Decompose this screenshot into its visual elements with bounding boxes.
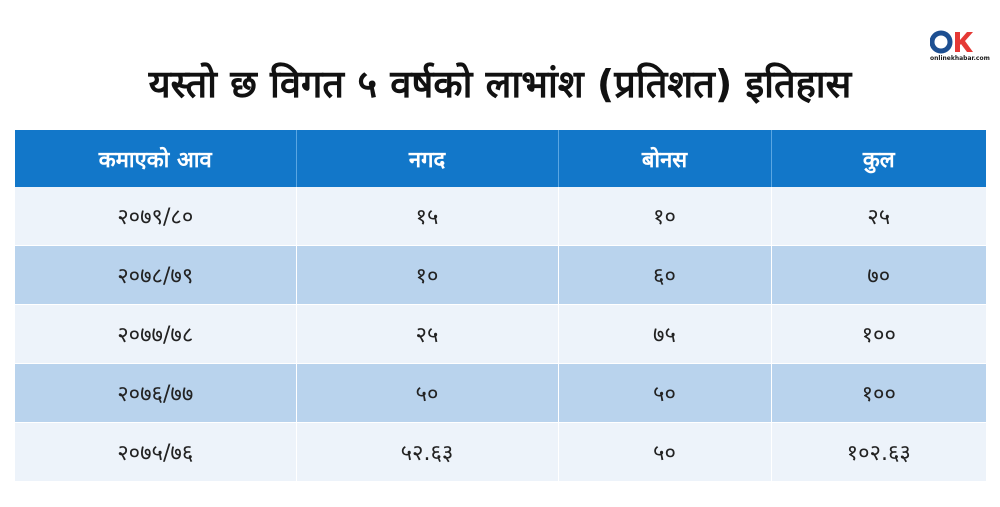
onlinekhabar-logo: onlinekhabar.com bbox=[930, 30, 990, 62]
cell-total: १०० bbox=[771, 363, 986, 423]
cell-cash: ५० bbox=[296, 363, 559, 423]
cell-fiscal-year: २०७७/७८ bbox=[15, 304, 297, 364]
header-cash: नगद bbox=[296, 130, 559, 187]
ok-logo-mark bbox=[930, 30, 973, 54]
table-row: २०७९/८० १५ १० २५ bbox=[15, 187, 986, 246]
dividend-history-table: कमाएको आव नगद बोनस कुल २०७९/८० १५ १० २५ … bbox=[15, 130, 986, 482]
table-header-row: कमाएको आव नगद बोनस कुल bbox=[15, 130, 986, 187]
cell-bonus: १० bbox=[558, 187, 772, 246]
table-row: २०७७/७८ २५ ७५ १०० bbox=[15, 304, 986, 364]
cell-cash: ५२.६३ bbox=[296, 422, 559, 482]
table-row: २०७६/७७ ५० ५० १०० bbox=[15, 363, 986, 423]
cell-cash: १० bbox=[296, 245, 559, 305]
cell-total: २५ bbox=[771, 187, 986, 246]
cell-fiscal-year: २०७६/७७ bbox=[15, 363, 297, 423]
cell-fiscal-year: २०७५/७६ bbox=[15, 422, 297, 482]
table-row: २०७८/७९ १० ६० ७० bbox=[15, 245, 986, 305]
header-bonus: बोनस bbox=[558, 130, 772, 187]
page-title: यस्तो छ विगत ५ वर्षको लाभांश (प्रतिशत) इ… bbox=[148, 62, 852, 106]
cell-total: १०२.६३ bbox=[771, 422, 986, 482]
table-row: २०७५/७६ ५२.६३ ५० १०२.६३ bbox=[15, 422, 986, 482]
logo-wordmark: onlinekhabar.com bbox=[930, 55, 990, 62]
cell-total: १०० bbox=[771, 304, 986, 364]
header-total: कुल bbox=[771, 130, 986, 187]
cell-cash: १५ bbox=[296, 187, 559, 246]
cell-bonus: ६० bbox=[558, 245, 772, 305]
cell-fiscal-year: २०७९/८० bbox=[15, 187, 297, 246]
cell-cash: २५ bbox=[296, 304, 559, 364]
header-fiscal-year: कमाएको आव bbox=[15, 130, 297, 187]
cell-total: ७० bbox=[771, 245, 986, 305]
cell-bonus: ५० bbox=[558, 363, 772, 423]
cell-bonus: ७५ bbox=[558, 304, 772, 364]
cell-fiscal-year: २०७८/७९ bbox=[15, 245, 297, 305]
cell-bonus: ५० bbox=[558, 422, 772, 482]
